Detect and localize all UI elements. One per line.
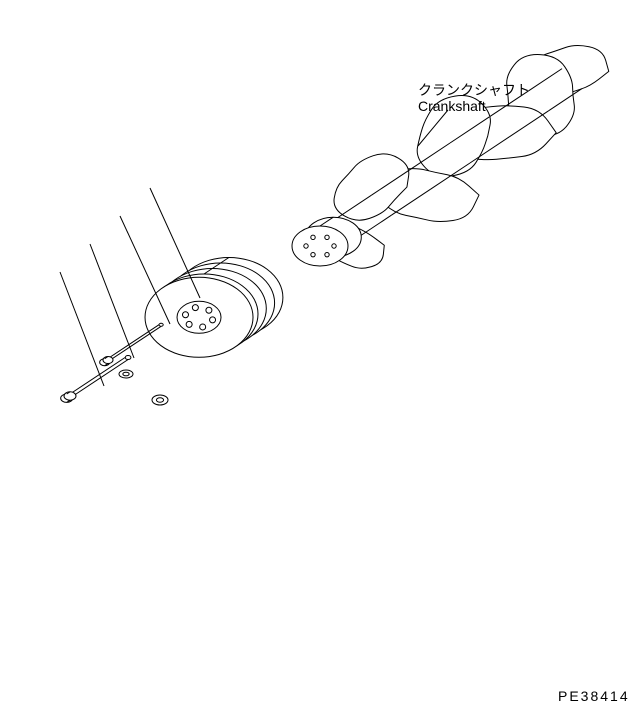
diagram-canvas: [0, 0, 638, 708]
label-crankshaft-jp: クランクシャフト: [418, 80, 530, 100]
drawing-number: PE38414: [558, 688, 630, 704]
label-crankshaft-en: Crankshaft: [418, 98, 486, 114]
